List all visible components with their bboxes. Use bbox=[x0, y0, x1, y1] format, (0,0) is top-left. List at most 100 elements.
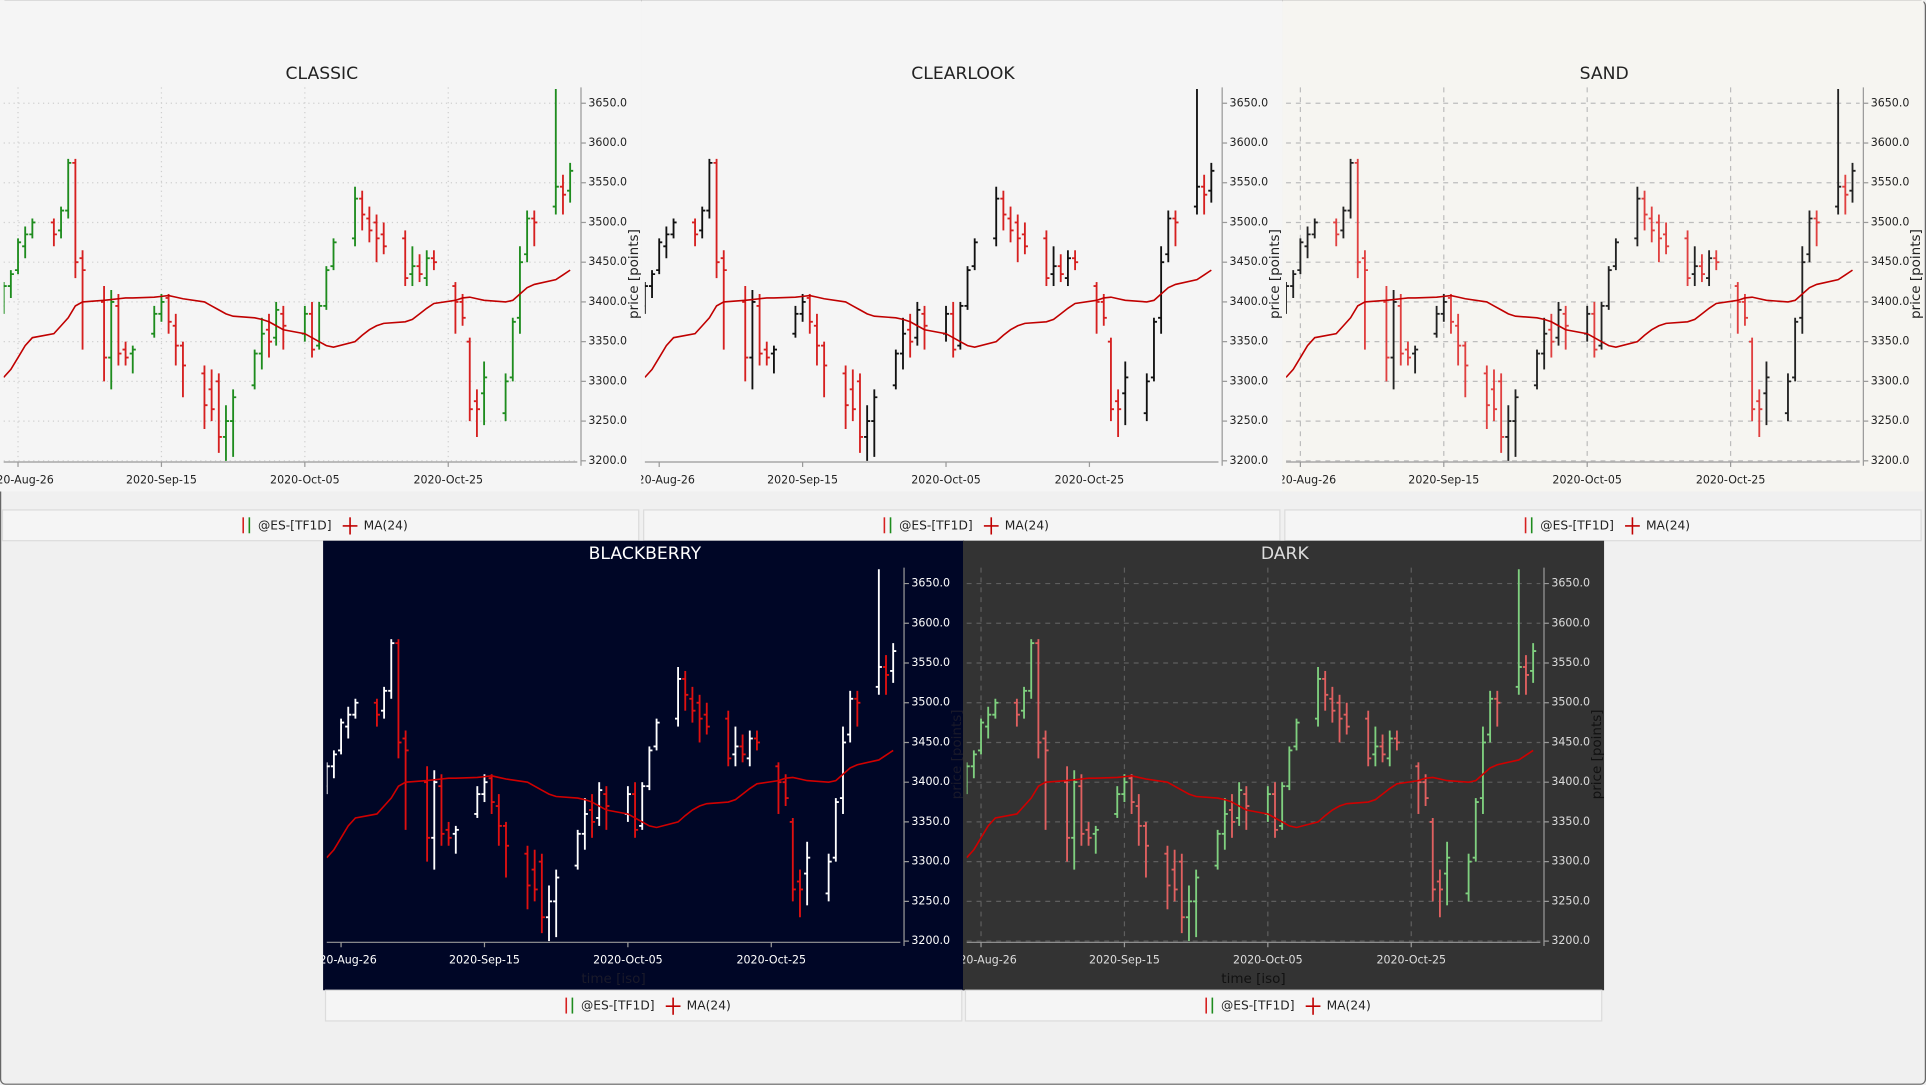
y-tick-label: 3450.0 bbox=[1551, 735, 1590, 748]
y-tick-label: 3600.0 bbox=[911, 616, 950, 629]
x-tick-label: 2020-Sep-15 bbox=[1408, 473, 1479, 486]
y-tick-label: 3400.0 bbox=[911, 775, 950, 788]
legend-label: MA(24) bbox=[1005, 518, 1049, 532]
legend-label: @ES-[TF1D] bbox=[581, 999, 655, 1013]
ma-line bbox=[3, 269, 571, 378]
y-tick-label: 3400.0 bbox=[1551, 775, 1590, 788]
y-tick-label: 3650.0 bbox=[1871, 96, 1910, 109]
legend-background bbox=[964, 989, 1603, 1022]
ma-line bbox=[644, 269, 1212, 378]
plot-area bbox=[326, 569, 897, 942]
chart-panel: BLACKBERRY 3200.0 3250.0 3300.0 3350.0 3400.0… bbox=[305, 540, 965, 991]
y-tick-label: 3650.0 bbox=[911, 577, 950, 590]
y-tick-label: 3600.0 bbox=[1230, 136, 1269, 149]
x-tick-label: 2020-Oct-05 bbox=[1552, 473, 1622, 486]
x-axis-label: time [iso] bbox=[258, 491, 322, 507]
x-tick-label: 2020-Oct-05 bbox=[911, 473, 981, 486]
y-tick-label: 3350.0 bbox=[1230, 335, 1269, 348]
legend-label: @ES-[TF1D] bbox=[1540, 518, 1614, 532]
y-tick-label: 3500.0 bbox=[588, 215, 627, 228]
legend-background bbox=[324, 989, 963, 1022]
y-tick-label: 3350.0 bbox=[1871, 335, 1910, 348]
y-tick-label: 3250.0 bbox=[1551, 894, 1590, 907]
y-tick-label: 3300.0 bbox=[1551, 855, 1590, 868]
chart-panel: CLASSIC 3200.0 3250.0 3300.0 3350.0 3400.0 345… bbox=[0, 0, 642, 507]
y-tick-label: 3550.0 bbox=[1871, 176, 1910, 189]
legend-label: MA(24) bbox=[364, 518, 408, 532]
y-tick-label: 3200.0 bbox=[1871, 454, 1910, 467]
y-tick-label: 3500.0 bbox=[911, 696, 950, 709]
y-tick-label: 3450.0 bbox=[911, 735, 950, 748]
y-tick-label: 3500.0 bbox=[1551, 696, 1590, 709]
y-tick-label: 3650.0 bbox=[1551, 577, 1590, 590]
legend-background bbox=[1, 509, 640, 542]
y-axis-label: price [points] bbox=[1908, 229, 1924, 319]
plot-area bbox=[3, 88, 574, 461]
y-tick-label: 3400.0 bbox=[1871, 295, 1910, 308]
legend: @ES-[TF1D] MA(24) bbox=[1, 509, 640, 542]
legend-label: @ES-[TF1D] bbox=[899, 518, 973, 532]
legend-label: @ES-[TF1D] bbox=[258, 518, 332, 532]
y-tick-label: 3450.0 bbox=[588, 255, 627, 268]
ma-line bbox=[966, 749, 1534, 859]
y-tick-label: 3550.0 bbox=[911, 656, 950, 669]
legend-label: MA(24) bbox=[1646, 518, 1690, 532]
legend: @ES-[TF1D] MA(24) bbox=[324, 989, 963, 1022]
y-axis-label: price [points] bbox=[626, 229, 642, 319]
x-axis-label: time [iso] bbox=[581, 971, 645, 987]
y-tick-label: 3300.0 bbox=[1871, 374, 1910, 387]
x-tick-label: 2020-Sep-15 bbox=[449, 954, 520, 967]
chart-title: SAND bbox=[1580, 64, 1629, 84]
y-tick-label: 3450.0 bbox=[1871, 255, 1910, 268]
plot-area bbox=[966, 569, 1537, 942]
x-axis-label: time [iso] bbox=[899, 491, 963, 507]
chart-title: DARK bbox=[1261, 544, 1310, 564]
x-tick-label: 2020-Sep-15 bbox=[767, 473, 838, 486]
x-tick-label: 2020-Aug-26 bbox=[305, 954, 376, 967]
y-tick-label: 3600.0 bbox=[588, 136, 627, 149]
y-axis-label: price [points] bbox=[949, 709, 965, 799]
x-tick-label: 2020-Oct-25 bbox=[413, 473, 483, 486]
x-tick-label: 2020-Sep-15 bbox=[126, 473, 197, 486]
ma-line bbox=[326, 749, 894, 859]
chart-title: CLEARLOOK bbox=[911, 64, 1015, 84]
y-tick-label: 3600.0 bbox=[1871, 136, 1910, 149]
y-tick-label: 3650.0 bbox=[588, 96, 627, 109]
x-tick-label: 2020-Sep-15 bbox=[1089, 954, 1160, 967]
legend-label: MA(24) bbox=[687, 999, 731, 1013]
chart-panel: SAND 3200.0 3250.0 3300.0 3350.0 3400.0 3450.0… bbox=[1265, 0, 1924, 507]
y-tick-label: 3250.0 bbox=[1871, 414, 1910, 427]
y-tick-label: 3400.0 bbox=[1230, 295, 1269, 308]
legend-background bbox=[643, 509, 1281, 542]
x-axis-label: time [iso] bbox=[1221, 971, 1285, 987]
x-tick-label: 2020-Aug-26 bbox=[945, 954, 1016, 967]
legend: @ES-[TF1D] MA(24) bbox=[1284, 509, 1922, 542]
y-tick-label: 3600.0 bbox=[1551, 616, 1590, 629]
x-tick-label: 2020-Oct-25 bbox=[1055, 473, 1125, 486]
x-tick-label: 2020-Aug-26 bbox=[1265, 473, 1336, 486]
y-tick-label: 3200.0 bbox=[1230, 454, 1269, 467]
y-tick-label: 3300.0 bbox=[588, 374, 627, 387]
x-tick-label: 2020-Oct-05 bbox=[270, 473, 340, 486]
x-tick-label: 2020-Aug-26 bbox=[623, 473, 694, 486]
x-axis-label: time [iso] bbox=[1541, 491, 1605, 507]
y-tick-label: 3250.0 bbox=[588, 414, 627, 427]
x-tick-label: 2020-Oct-05 bbox=[593, 954, 663, 967]
y-tick-label: 3550.0 bbox=[1551, 656, 1590, 669]
y-tick-label: 3550.0 bbox=[1230, 176, 1269, 189]
legend: @ES-[TF1D] MA(24) bbox=[643, 509, 1281, 542]
y-tick-label: 3400.0 bbox=[588, 295, 627, 308]
y-tick-label: 3300.0 bbox=[1230, 374, 1269, 387]
plot-area bbox=[644, 88, 1215, 461]
y-tick-label: 3350.0 bbox=[1551, 815, 1590, 828]
x-tick-label: 2020-Oct-25 bbox=[1696, 473, 1766, 486]
y-tick-label: 3250.0 bbox=[1230, 414, 1269, 427]
chart-panel: CLEARLOOK 3200.0 3250.0 3300.0 3350.0 3400.0 3… bbox=[623, 0, 1283, 507]
legend-label: @ES-[TF1D] bbox=[1221, 999, 1295, 1013]
y-tick-label: 3500.0 bbox=[1871, 215, 1910, 228]
y-tick-label: 3350.0 bbox=[911, 815, 950, 828]
x-tick-label: 2020-Oct-05 bbox=[1233, 954, 1303, 967]
chart-title: CLASSIC bbox=[286, 64, 359, 84]
y-tick-label: 3500.0 bbox=[1230, 215, 1269, 228]
